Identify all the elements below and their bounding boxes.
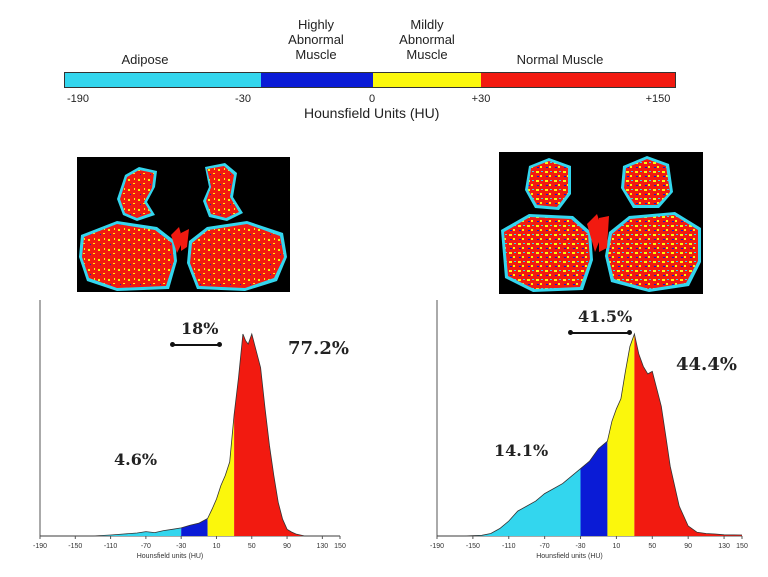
x-tick-label: 130 <box>317 543 329 550</box>
ct-scan-left <box>77 157 290 292</box>
pct-left-normal: 77.2% <box>288 338 349 359</box>
legend-axis-title: Hounsfield Units (HU) <box>304 105 440 121</box>
pct-right-adipose: 14.1% <box>494 441 549 460</box>
x-tick-label: -110 <box>502 543 516 550</box>
x-tick-label: 90 <box>283 543 291 550</box>
histogram-right: -190 -150 -110 -70 -30 10 50 90 130 150 Hounsfield… <box>425 298 750 560</box>
bracket-right <box>568 330 632 335</box>
pct-left-bracket: 18% <box>181 319 219 338</box>
histogram-outline <box>40 332 340 537</box>
area-adipose <box>437 468 581 536</box>
area-mildly-abnormal <box>607 334 635 536</box>
area-highly-abnormal <box>181 518 208 536</box>
area-normal-muscle <box>634 334 742 536</box>
bracket-right-cap-end <box>627 330 632 335</box>
x-tick-label: -30 <box>176 543 186 550</box>
x-tick-label: 150 <box>334 543 346 550</box>
x-axis-label: Hounsfield units (HU) <box>137 553 204 560</box>
legend-tick-label: 0 <box>368 93 376 105</box>
bracket-right-cap-start <box>568 330 573 335</box>
area-highly-abnormal <box>580 441 608 536</box>
legend-tick-label: -190 <box>66 93 90 105</box>
area-mildly-abnormal <box>207 414 235 536</box>
x-tick-label: -70 <box>141 543 151 550</box>
legend-label-mildly-abnormal: Mildly Abnormal Muscle <box>399 17 455 62</box>
histogram-outline <box>437 332 743 537</box>
x-tick-label: -190 <box>430 543 444 550</box>
pct-right-normal: 44.4% <box>676 354 737 375</box>
legend-tick-label: -30 <box>235 93 251 105</box>
legend-label-adipose: Adipose <box>121 52 169 67</box>
pct-right-bracket: 41.5% <box>578 307 633 326</box>
x-tick-label: 10 <box>613 543 621 550</box>
legend-tick-label: +30 <box>471 93 491 105</box>
area-normal-muscle <box>234 334 340 536</box>
x-tick-label: -110 <box>104 543 118 550</box>
x-tick-label: 50 <box>248 543 256 550</box>
x-tick-label: 90 <box>684 543 692 550</box>
x-tick-label: 10 <box>213 543 221 550</box>
legend-tick-label: +150 <box>645 93 671 105</box>
bracket-left <box>170 342 222 347</box>
legend-swatch-adipose <box>65 73 261 87</box>
x-tick-label: -150 <box>68 543 82 550</box>
legend-swatch-normal-muscle <box>481 73 675 87</box>
x-tick-label: 50 <box>648 543 656 550</box>
ct-scan-right <box>499 152 703 294</box>
x-tick-label: -30 <box>575 543 585 550</box>
legend-swatch-highly-abnormal <box>261 73 373 87</box>
histogram-left: -190 -150 -110 -70 -30 10 50 90 130 150 Hounsfield… <box>28 298 348 560</box>
histogram-right-svg: -190 -150 -110 -70 -30 10 50 90 130 150 Hounsfield… <box>430 300 748 560</box>
legend-swatch-mildly-abnormal <box>373 73 481 87</box>
bracket-left-cap-end <box>217 342 222 347</box>
x-tick-label: -70 <box>540 543 550 550</box>
ct-scan-left-image <box>79 163 287 291</box>
area-adipose <box>40 527 182 536</box>
pct-left-adipose: 4.6% <box>114 450 158 469</box>
x-tick-label: -190 <box>33 543 47 550</box>
legend-label-normal-muscle: Normal Muscle <box>516 52 604 67</box>
x-axis-label: Hounsfield units (HU) <box>536 553 603 560</box>
x-tick-label: -150 <box>466 543 480 550</box>
histogram-left-svg: -190 -150 -110 -70 -30 10 50 90 130 150 Hounsfield… <box>33 300 346 560</box>
bracket-left-cap-start <box>170 342 175 347</box>
ct-scan-right-image <box>501 156 701 292</box>
x-tick-label: 150 <box>736 543 748 550</box>
legend-label-highly-abnormal: Highly Abnormal Muscle <box>288 17 344 62</box>
color-legend-bar <box>64 72 676 88</box>
x-tick-label: 130 <box>718 543 730 550</box>
